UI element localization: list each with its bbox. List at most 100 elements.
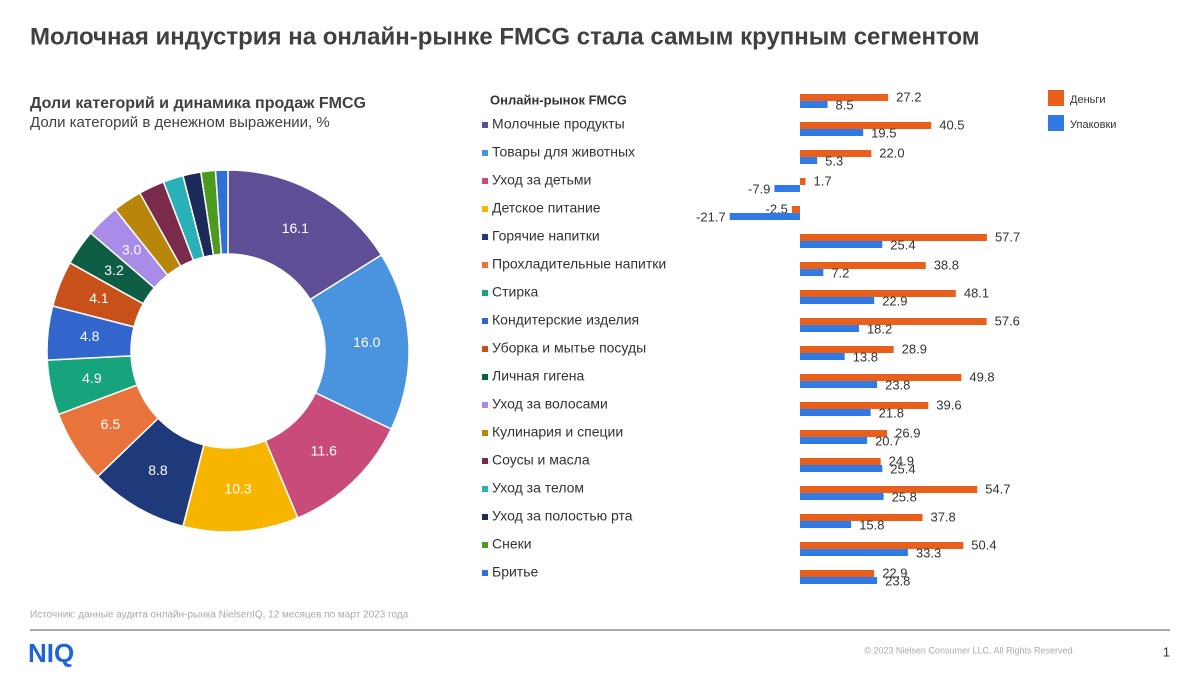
legend-marker	[482, 570, 488, 576]
bar	[800, 157, 818, 164]
value-label: 23.8	[885, 377, 910, 392]
legend-marker	[482, 290, 488, 296]
bar	[800, 402, 929, 409]
legend-marker	[482, 206, 488, 212]
slide-title: Молочная индустрия на онлайн-рынке FMCG …	[30, 23, 980, 50]
bar	[774, 185, 800, 192]
legend-label: Кондитерские изделия	[492, 312, 639, 328]
value-label: 13.8	[853, 349, 878, 364]
value-label: 22.9	[882, 565, 907, 580]
value-label: 57.7	[995, 229, 1020, 244]
value-label: -2.5	[765, 201, 787, 216]
bar	[800, 437, 868, 444]
bar	[800, 94, 889, 101]
value-label: 39.6	[936, 397, 961, 412]
legend-label: Уход за детьми	[492, 172, 591, 188]
bar	[800, 353, 845, 360]
chart-subtitle: Доли категорий в денежном выражении, %	[30, 114, 330, 131]
legend-swatch	[1048, 90, 1064, 106]
legend-label: Стирка	[492, 284, 539, 300]
value-label: 25.4	[890, 237, 915, 252]
value-label: 15.8	[859, 517, 884, 532]
value-label: 5.3	[825, 153, 843, 168]
legend-label: Кулинария и специи	[492, 424, 623, 440]
source: Источник: данные аудита онлайн-рынка Nie…	[30, 610, 409, 621]
legend-label: Снеки	[492, 536, 532, 552]
donut-slice	[227, 169, 383, 301]
value-label: 25.8	[892, 489, 917, 504]
value-label: 40.5	[939, 117, 964, 132]
legend-label: Деньги	[1070, 94, 1106, 106]
legend-swatch	[1048, 115, 1064, 131]
value-label: 21.8	[879, 405, 904, 420]
legend-marker	[482, 486, 488, 492]
value-label: 8.5	[836, 97, 854, 112]
legend-marker	[482, 458, 488, 464]
legend-title: Онлайн-рынок FMCG	[490, 92, 627, 107]
legend-label: Упаковки	[1070, 119, 1116, 131]
bar	[800, 458, 881, 465]
legend-label: Молочные продукты	[492, 116, 625, 132]
slice-label: 4.1	[89, 290, 109, 306]
slice-label: 16.1	[282, 220, 309, 236]
bar	[800, 262, 926, 269]
legend-marker	[482, 234, 488, 240]
bar	[800, 178, 806, 185]
slice-label: 4.9	[82, 370, 102, 386]
bar	[800, 129, 864, 136]
legend-marker	[482, 122, 488, 128]
legend-marker	[482, 262, 488, 268]
value-label: 24.9	[889, 453, 914, 468]
bar	[800, 521, 852, 528]
value-label: 26.9	[895, 425, 920, 440]
copyright: © 2023 Nielsen Consumer LLC. All Rights …	[864, 645, 1075, 655]
bar	[800, 542, 964, 549]
bar	[800, 290, 956, 297]
legend-marker	[482, 374, 488, 380]
bar	[800, 122, 932, 129]
value-label: 38.8	[934, 257, 959, 272]
value-label: 1.7	[814, 173, 832, 188]
slice-label: 4.8	[80, 328, 100, 344]
bar	[800, 486, 978, 493]
logo: NIQ	[28, 638, 74, 668]
slice-label: 10.3	[224, 480, 251, 496]
value-label: 57.6	[995, 313, 1020, 328]
legend-label: Бритье	[492, 564, 539, 580]
slice-label: 3.2	[104, 262, 124, 278]
value-label: 28.9	[902, 341, 927, 356]
value-label: 49.8	[969, 369, 994, 384]
value-label: 20.7	[875, 433, 900, 448]
value-label: 37.8	[930, 509, 955, 524]
bar	[800, 234, 987, 241]
value-label: 50.4	[971, 537, 996, 552]
legend-label: Прохладительные напитки	[492, 256, 666, 272]
legend-marker	[482, 346, 488, 352]
value-label: 19.5	[871, 125, 896, 140]
page-number: 1	[1163, 644, 1170, 659]
legend-marker	[482, 430, 488, 436]
slice-label: 16.0	[353, 334, 380, 350]
bar	[800, 549, 908, 556]
legend-label: Уход за волосами	[492, 396, 608, 412]
bar	[800, 465, 883, 472]
value-label: 25.4	[890, 461, 915, 476]
bar	[800, 318, 987, 325]
bar	[800, 325, 859, 332]
bar	[800, 514, 923, 521]
legend-label: Соусы и масла	[492, 452, 590, 468]
bar	[800, 101, 828, 108]
donut-slice	[214, 169, 229, 256]
bar	[800, 269, 824, 276]
slice-label: 3.0	[122, 242, 142, 258]
legend-marker	[482, 542, 488, 548]
legend-marker	[482, 150, 488, 156]
slice-label: 11.6	[311, 442, 337, 458]
bar	[800, 150, 872, 157]
legend-label: Горячие напитки	[492, 228, 600, 244]
legend-label: Личная гигена	[492, 368, 585, 384]
value-label: 27.2	[896, 89, 921, 104]
legend-label: Детское питание	[492, 200, 601, 216]
bar	[800, 430, 888, 437]
